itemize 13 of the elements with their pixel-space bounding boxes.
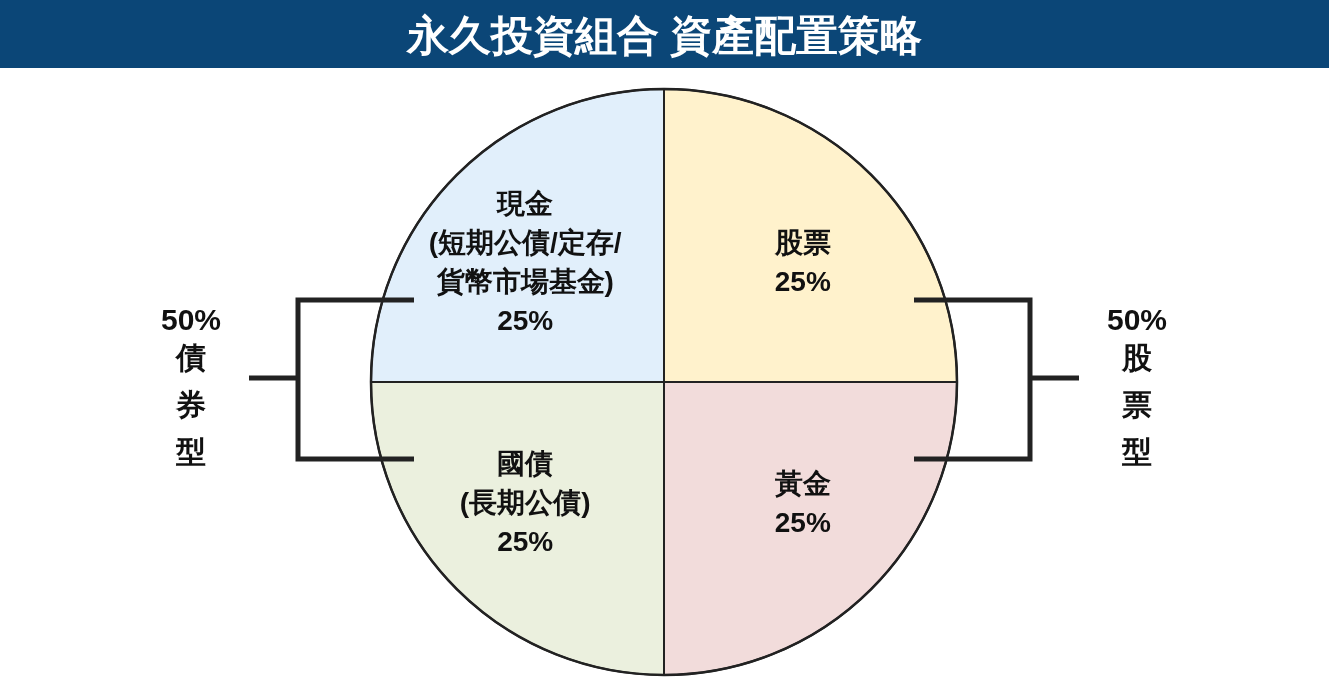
slice-label: 股票: [773, 227, 831, 259]
data-label: 25%: [497, 526, 554, 558]
text: 50%: [160, 303, 222, 336]
slice-label: 黃金: [773, 467, 831, 499]
slice-label: 現金 (短期公債/定存/ 貨幣市場基金): [428, 188, 622, 298]
data-label: 25%: [774, 266, 831, 298]
data-label: 25%: [774, 506, 831, 538]
slice-label: 國債 (長期公債): [459, 448, 591, 519]
chart-title: 永久投資組合 資產配置策略: [404, 12, 923, 59]
data-label: 25%: [497, 305, 554, 337]
text: 債券型: [175, 341, 223, 468]
text: 股票型: [1121, 341, 1169, 468]
text: 50%: [1106, 303, 1168, 336]
